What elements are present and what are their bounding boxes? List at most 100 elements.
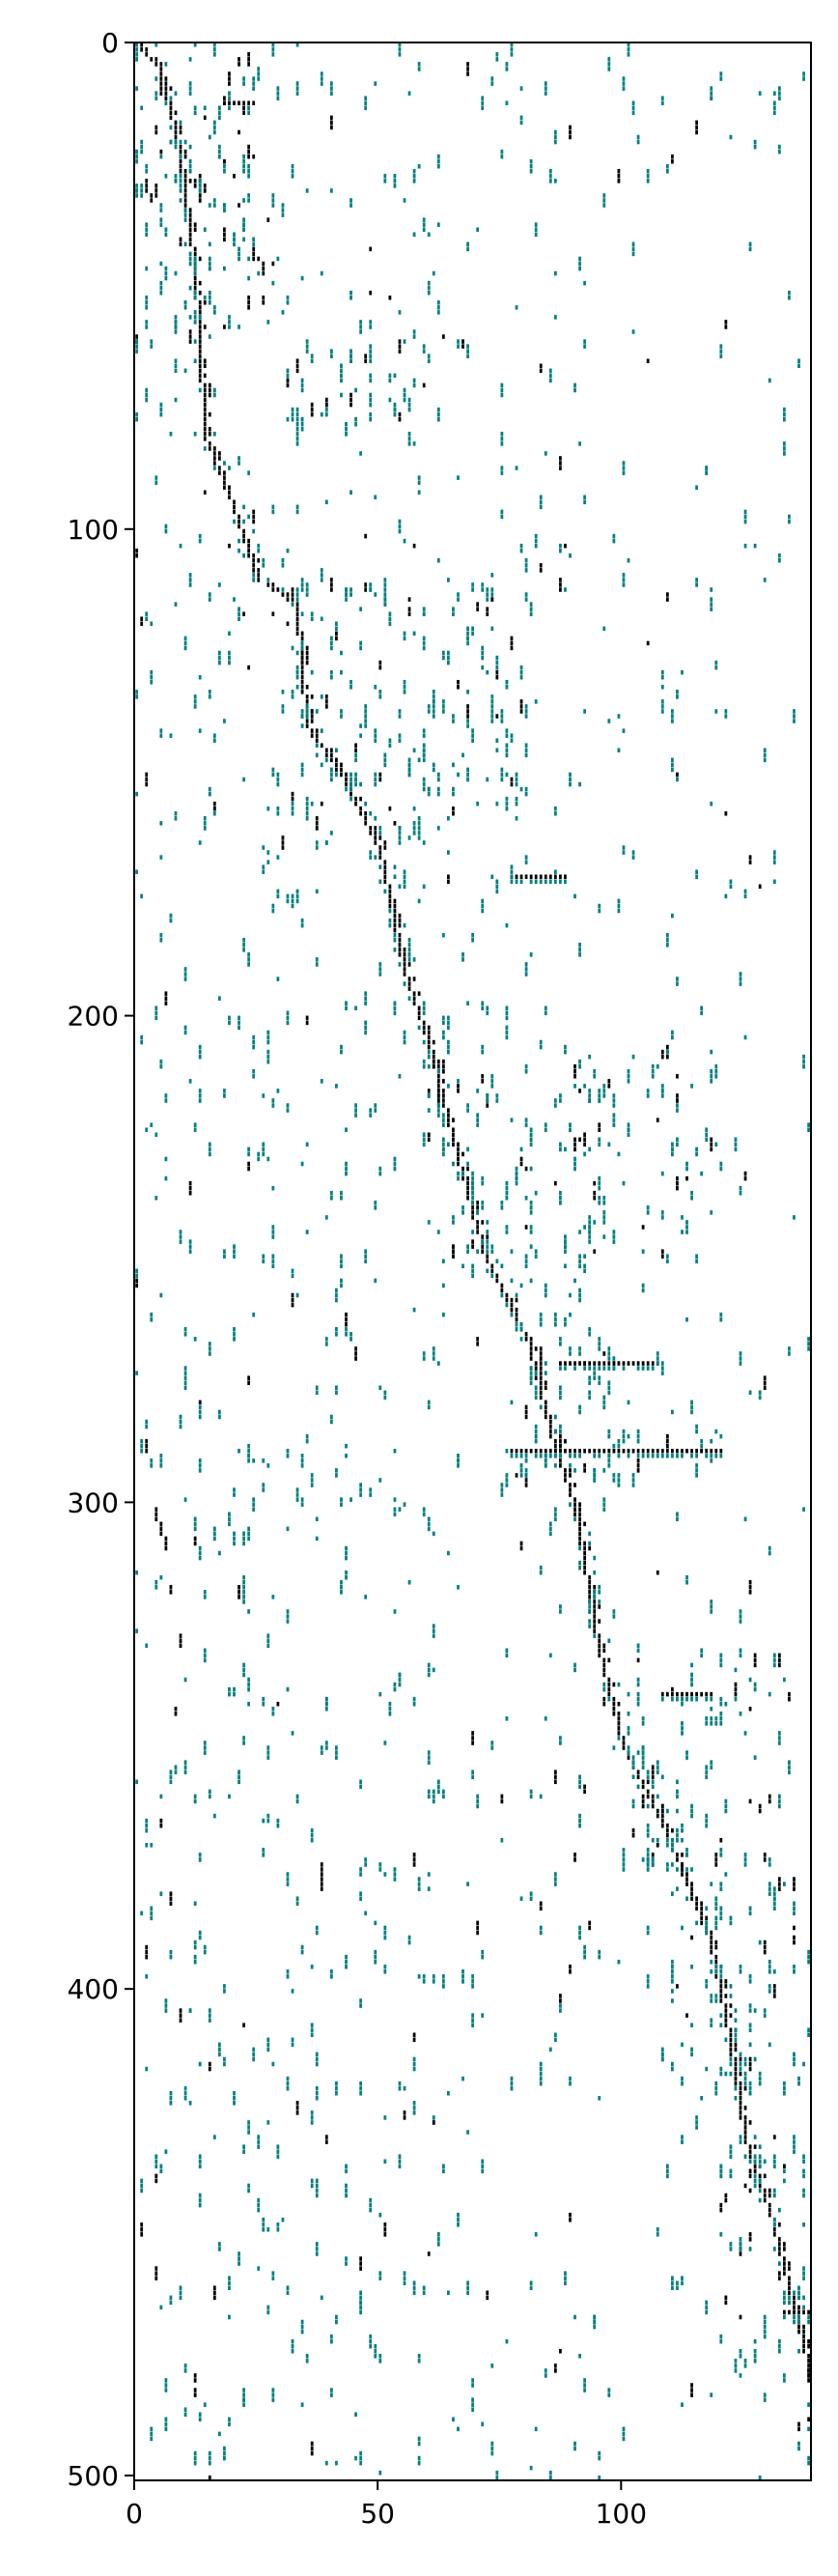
matrix-entry bbox=[203, 227, 207, 232]
matrix-entry bbox=[407, 611, 411, 616]
matrix-entry bbox=[436, 791, 440, 797]
matrix-entry bbox=[656, 2227, 659, 2232]
matrix-entry bbox=[471, 582, 475, 587]
matrix-entry bbox=[135, 349, 139, 354]
matrix-entry bbox=[529, 1132, 533, 1138]
matrix-entry bbox=[145, 325, 149, 329]
matrix-entry bbox=[169, 918, 173, 923]
matrix-entry bbox=[286, 1108, 290, 1113]
matrix-entry bbox=[436, 1079, 440, 1084]
matrix-entry bbox=[739, 1614, 742, 1619]
matrix-entry bbox=[573, 2446, 576, 2451]
matrix-entry bbox=[242, 158, 245, 164]
matrix-entry bbox=[719, 1994, 723, 1998]
matrix-entry bbox=[524, 1409, 528, 1415]
matrix-entry bbox=[159, 86, 163, 91]
matrix-entry bbox=[203, 1657, 207, 1663]
matrix-entry bbox=[593, 1590, 597, 1595]
matrix-entry bbox=[412, 334, 416, 339]
matrix-entry bbox=[237, 1585, 240, 1590]
matrix-entry bbox=[685, 1230, 688, 1234]
matrix-entry bbox=[266, 217, 270, 222]
matrix-entry bbox=[369, 320, 373, 325]
matrix-entry bbox=[183, 645, 187, 651]
matrix-entry bbox=[383, 1395, 387, 1401]
matrix-entry bbox=[481, 587, 485, 592]
matrix-entry bbox=[481, 655, 485, 661]
matrix-entry bbox=[797, 2329, 800, 2335]
matrix-entry bbox=[276, 1823, 280, 1828]
matrix-entry bbox=[247, 110, 251, 116]
matrix-entry bbox=[476, 1249, 480, 1254]
matrix-entry bbox=[188, 237, 192, 242]
matrix-entry bbox=[369, 1108, 373, 1113]
matrix-entry bbox=[340, 1278, 343, 1284]
matrix-entry bbox=[777, 2242, 781, 2247]
matrix-entry bbox=[505, 1716, 509, 1721]
matrix-entry bbox=[743, 2154, 747, 2159]
matrix-entry bbox=[193, 285, 197, 291]
matrix-entry bbox=[300, 2319, 304, 2325]
matrix-entry bbox=[354, 2455, 357, 2461]
matrix-entry bbox=[432, 1531, 435, 1537]
matrix-entry bbox=[743, 893, 747, 899]
matrix-entry bbox=[734, 2056, 738, 2062]
matrix-entry bbox=[324, 2460, 328, 2466]
matrix-entry bbox=[783, 2261, 786, 2266]
matrix-entry bbox=[622, 470, 626, 475]
matrix-entry bbox=[553, 1779, 557, 1785]
matrix-entry bbox=[622, 850, 626, 855]
matrix-entry bbox=[252, 86, 256, 91]
matrix-entry bbox=[159, 1823, 163, 1828]
matrix-entry bbox=[374, 1205, 377, 1210]
matrix-entry bbox=[656, 1118, 659, 1122]
matrix-entry bbox=[461, 957, 464, 962]
matrix-entry bbox=[252, 1034, 256, 1040]
matrix-entry bbox=[345, 1312, 348, 1317]
matrix-entry bbox=[793, 1906, 796, 1911]
plot-frame bbox=[133, 42, 812, 2481]
matrix-entry bbox=[768, 1882, 771, 1886]
matrix-entry bbox=[739, 1653, 742, 1658]
matrix-entry bbox=[758, 2178, 762, 2184]
matrix-entry bbox=[671, 1848, 674, 1853]
matrix-entry bbox=[188, 578, 192, 582]
matrix-entry bbox=[237, 1020, 240, 1026]
matrix-entry bbox=[578, 1507, 581, 1512]
matrix-entry bbox=[685, 1882, 688, 1886]
matrix-entry bbox=[403, 922, 406, 928]
matrix-entry bbox=[598, 1648, 601, 1654]
matrix-entry bbox=[398, 840, 402, 845]
matrix-entry bbox=[636, 1691, 640, 1697]
matrix-entry bbox=[203, 432, 207, 437]
matrix-entry bbox=[777, 2251, 781, 2256]
matrix-entry bbox=[772, 1901, 776, 1907]
matrix-entry bbox=[583, 1949, 586, 1955]
matrix-entry bbox=[646, 1925, 650, 1931]
matrix-entry bbox=[777, 1794, 781, 1799]
matrix-entry bbox=[783, 451, 786, 456]
matrix-entry bbox=[159, 154, 163, 159]
matrix-entry bbox=[793, 1901, 796, 1907]
matrix-entry bbox=[777, 2207, 781, 2213]
matrix-entry bbox=[247, 1531, 251, 1537]
matrix-entry bbox=[641, 1249, 645, 1254]
matrix-entry bbox=[169, 105, 173, 111]
matrix-entry bbox=[242, 1595, 245, 1599]
matrix-entry bbox=[198, 1400, 202, 1405]
matrix-entry bbox=[403, 874, 406, 880]
matrix-entry bbox=[617, 1473, 621, 1478]
matrix-entry bbox=[398, 714, 402, 719]
matrix-entry bbox=[320, 616, 323, 622]
matrix-entry bbox=[291, 694, 294, 699]
matrix-entry bbox=[588, 1395, 592, 1401]
matrix-entry bbox=[598, 1342, 601, 1346]
matrix-entry bbox=[510, 1312, 514, 1317]
matrix-entry bbox=[359, 1891, 363, 1896]
matrix-entry bbox=[710, 1944, 713, 1950]
matrix-entry bbox=[495, 889, 499, 894]
matrix-entry bbox=[777, 1662, 781, 1668]
matrix-entry bbox=[441, 1093, 445, 1098]
matrix-entry bbox=[710, 1604, 713, 1609]
matrix-entry bbox=[295, 509, 299, 515]
